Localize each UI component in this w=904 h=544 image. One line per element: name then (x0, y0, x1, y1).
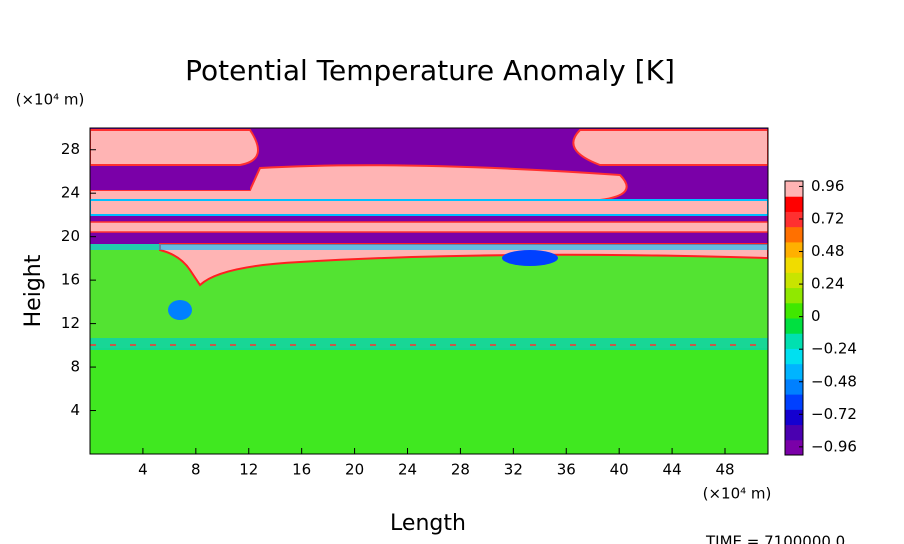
colorbar-tick-label: 0.96 (811, 177, 844, 195)
colorbar-bin (785, 257, 803, 273)
heatmap-field (90, 128, 768, 454)
colorbar-bin (785, 378, 803, 395)
y-tick-label: 16 (61, 271, 80, 289)
x-tick-label: 36 (557, 461, 576, 479)
y-unit: (×10⁴ m) (16, 91, 85, 109)
colorbar-bin (785, 302, 803, 319)
colorbar-tick-label: −0.48 (811, 372, 857, 390)
colorbar-bin (785, 272, 803, 289)
y-tick-label: 4 (70, 401, 80, 419)
footer-time: TIME = 7100000.0 (705, 533, 845, 544)
x-tick-label: 40 (610, 461, 629, 479)
y-tick-label: 8 (70, 358, 80, 376)
colorbar-bin (785, 348, 803, 365)
colorbar-frame (784, 180, 804, 456)
colorbar-bin (785, 196, 803, 212)
colorbar-bin (785, 318, 803, 334)
x-tick-label: 20 (345, 461, 364, 479)
colorbar-bin (785, 287, 803, 304)
colorbar-tick-label: 0.24 (811, 275, 844, 293)
x-tick-label: 8 (191, 461, 201, 479)
x-tick-label: 44 (663, 461, 682, 479)
colorbar-tick-label: −0.24 (811, 340, 857, 358)
x-tick-label: 4 (138, 461, 148, 479)
y-tick-label: 28 (61, 140, 80, 158)
x-tick-label: 32 (504, 461, 523, 479)
colorbar-bin (785, 363, 803, 380)
colorbar-bin (785, 241, 803, 258)
y-axis-label: Height (21, 254, 46, 327)
y-tick-label: 12 (61, 314, 80, 332)
colorbar-tick-label: 0 (811, 307, 821, 325)
plot-frame (89, 127, 769, 455)
x-tick-label: 28 (451, 461, 470, 479)
chart-title: Potential Temperature Anomaly [K] (185, 54, 675, 87)
colorbar-tick-label: −0.72 (811, 405, 857, 423)
colorbar-bin (785, 211, 803, 228)
colorbar-bin (785, 424, 803, 441)
y-tick-label: 24 (61, 184, 80, 202)
x-unit: (×10⁴ m) (703, 485, 772, 503)
x-tick-label: 48 (715, 461, 734, 479)
x-tick-label: 24 (398, 461, 417, 479)
colorbar-tick-label: 0.72 (811, 209, 844, 227)
colorbar-bin (785, 439, 803, 456)
colorbar-bin (785, 181, 803, 197)
x-tick-label: 16 (292, 461, 311, 479)
y-tick-label: 20 (61, 227, 80, 245)
colorbar-bin (785, 333, 803, 349)
x-tick-label: 12 (239, 461, 258, 479)
colorbar-bin (785, 226, 803, 243)
colorbar-tick-label: −0.96 (811, 437, 857, 455)
colorbar-tick-label: 0.48 (811, 242, 844, 260)
colorbar-bin (785, 394, 803, 410)
colorbar-bin (785, 409, 803, 426)
x-axis-label: Length (390, 511, 466, 536)
